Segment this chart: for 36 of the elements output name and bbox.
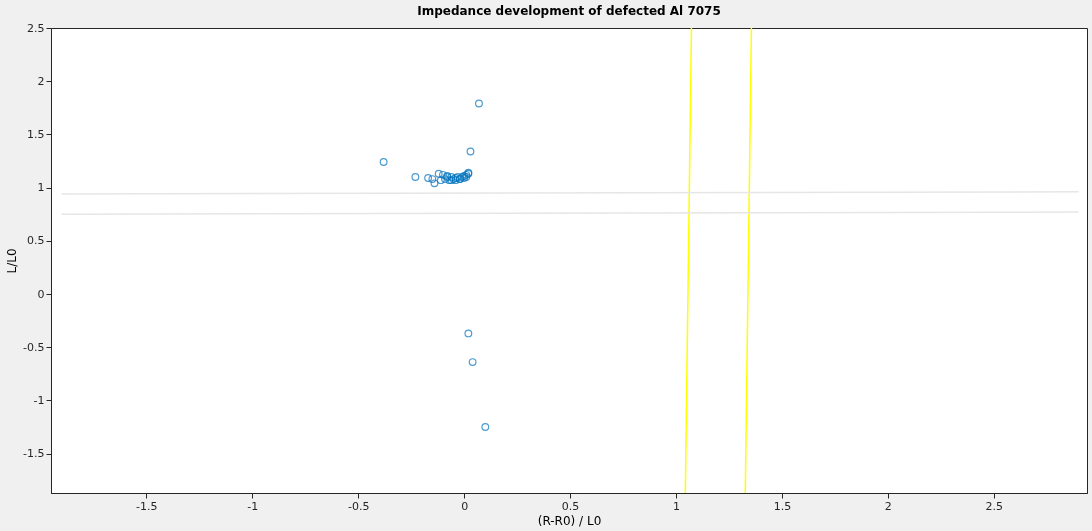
y-tick-label: 0 [37, 287, 45, 301]
x-tick-label: 1.5 [773, 499, 792, 513]
x-tick-label: 2.5 [985, 499, 1004, 513]
x-tick-label: 2 [884, 499, 892, 513]
point [430, 179, 439, 188]
point [436, 176, 445, 185]
x-tick-label: 0 [461, 499, 469, 513]
point [468, 358, 477, 367]
point [464, 329, 473, 338]
y-axis-title: L/L0 [5, 248, 20, 274]
point [424, 174, 433, 182]
point [447, 173, 456, 181]
point [434, 169, 443, 178]
x-tick-label: -1 [247, 499, 259, 513]
point [411, 173, 420, 181]
point [438, 170, 447, 179]
y-tick-label: -1.5 [23, 447, 45, 461]
y-tick-label: 2.5 [27, 21, 45, 35]
chart-title: Impedance development of defected Al 7075 [417, 4, 721, 18]
y-tick-label: -0.5 [23, 340, 45, 354]
x-tick-label: -0.5 [347, 499, 370, 513]
y-tick-label: 0.5 [27, 234, 45, 248]
x-tick-label: -1.5 [136, 499, 158, 513]
x-tick-label: 0.5 [561, 499, 580, 513]
point [475, 99, 483, 108]
point [441, 175, 450, 184]
y-tick-label: 1.5 [27, 127, 45, 141]
x-tick-label: 1 [672, 499, 680, 513]
x-axis-title: (R-R0) / L0 [537, 513, 602, 528]
point [428, 175, 437, 184]
y-tick-label: 2 [37, 74, 45, 88]
y-tick-label: -1 [33, 393, 45, 407]
point [466, 147, 475, 156]
point [379, 158, 388, 167]
y-tick-label: 1 [37, 181, 45, 195]
point [481, 423, 490, 431]
